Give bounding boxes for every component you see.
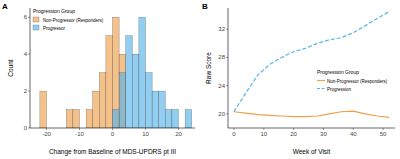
x-axis-label: Change from Baseline of MDS-UPDRS pt III (49, 148, 176, 156)
legend-title: Progression Group (33, 8, 75, 14)
y-axis (228, 8, 229, 128)
line (234, 12, 389, 112)
y-tick (226, 113, 228, 114)
y-axis-label: Count (7, 59, 14, 77)
x-tick-label: 20 (290, 131, 297, 137)
y-axis-label: Raw Score (205, 52, 212, 84)
bar (132, 54, 139, 128)
x-tick (353, 128, 354, 130)
y-tick (226, 85, 228, 86)
legend-swatch (317, 88, 325, 89)
legend-swatch (33, 25, 39, 30)
x-tick (263, 128, 264, 130)
figure: A-20-10010200246Change from Baseline of … (0, 0, 400, 159)
bar (93, 91, 100, 128)
plot-area (234, 12, 389, 118)
legend-title: Progression Group (317, 69, 359, 75)
bar (113, 110, 120, 128)
line (234, 111, 389, 117)
x-tick (293, 128, 294, 130)
y-tick (28, 91, 30, 92)
bar (172, 110, 179, 128)
x-tick (323, 128, 324, 130)
x-tick (383, 128, 384, 130)
x-tick-label: 40 (350, 131, 357, 137)
bar (146, 73, 153, 128)
bar (126, 36, 133, 128)
y-tick-label: 20 (218, 111, 225, 117)
y-tick-label: 2 (24, 88, 28, 94)
x-tick-label: -20 (42, 131, 51, 137)
legend-label: Progression (327, 87, 352, 92)
y-tick-label: 28 (218, 54, 225, 60)
y-tick-label: 24 (218, 83, 225, 89)
x-tick (46, 128, 47, 130)
legend: Progression Group Non-Progressor (Respond… (33, 8, 104, 31)
x-tick (79, 128, 80, 130)
bar (86, 110, 93, 128)
x-axis (228, 128, 395, 129)
y-tick (226, 57, 228, 58)
legend-swatch (33, 17, 39, 22)
y-tick (28, 17, 30, 18)
x-tick-label: 50 (380, 131, 387, 137)
bar (119, 54, 126, 128)
bar (73, 110, 80, 128)
y-tick-label: 32 (218, 26, 225, 32)
bar (106, 36, 113, 128)
y-axis (30, 8, 31, 128)
panel: B 0 10 20 30 40 50 20 24 28 32 Week of Visit Raw Sco… (202, 2, 395, 155)
y-tick (28, 128, 30, 129)
bar (119, 73, 126, 128)
bar (152, 91, 159, 128)
y-tick-label: 4 (24, 51, 28, 57)
bar (139, 17, 146, 128)
x-tick (145, 128, 146, 130)
x-tick-label: 10 (142, 131, 149, 137)
y-tick-label: 6 (24, 14, 28, 20)
bar (113, 17, 120, 128)
bar (99, 73, 106, 128)
legend-swatch (317, 80, 325, 81)
bar (66, 110, 73, 128)
x-tick-label: 10 (260, 131, 267, 137)
x-tick (233, 128, 234, 130)
legend: Progression Group Non-Progressor (Respond… (317, 69, 388, 92)
legend-label: Non-Progressor (Responders) (327, 79, 388, 84)
y-tick (226, 29, 228, 30)
x-tick (178, 128, 179, 130)
y-tick-label: 0 (24, 125, 28, 131)
x-tick-label: -10 (75, 131, 84, 137)
plot-area (40, 17, 192, 128)
panel-label: B (202, 2, 208, 11)
x-axis-label: Week of Visit (293, 148, 331, 155)
bar (159, 91, 166, 128)
x-tick-label: 0 (111, 131, 115, 137)
x-tick-label: 20 (175, 131, 182, 137)
x-tick (112, 128, 113, 130)
x-tick-label: 0 (232, 131, 236, 137)
bar (165, 110, 172, 128)
bar (185, 110, 192, 128)
panel-label: A (2, 2, 8, 11)
x-tick-label: 30 (320, 131, 327, 137)
panel: A -20 -10 0 10 20 0 2 4 6 Change from Baseline of … (2, 2, 195, 156)
bar (40, 91, 47, 128)
y-tick (28, 54, 30, 55)
legend-label: Non-Progressor (Responders) (43, 18, 104, 23)
legend-label: Progressor (43, 26, 66, 31)
